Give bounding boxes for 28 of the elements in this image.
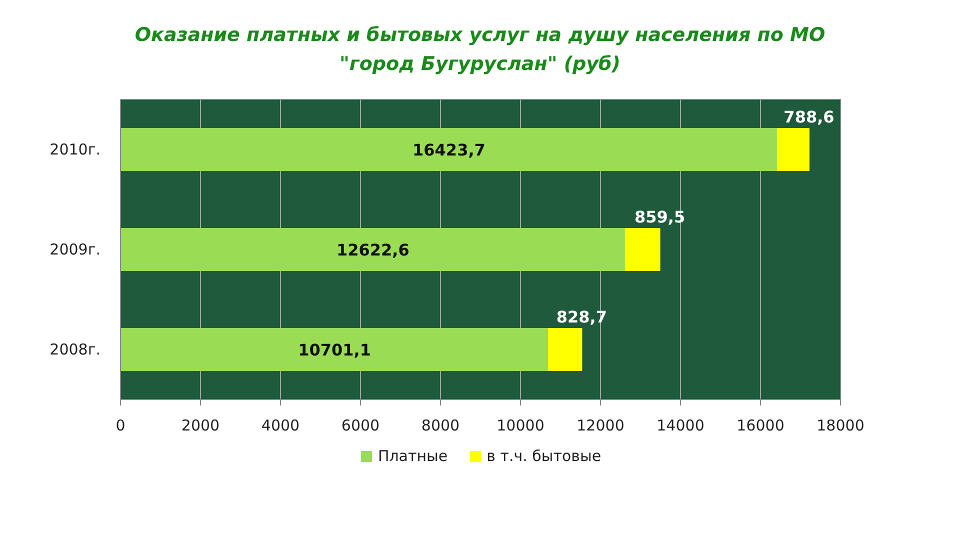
x-tick-label: 4000: [261, 416, 300, 434]
data-label: 12622,6: [336, 240, 410, 260]
data-label: 788,6: [784, 108, 834, 126]
data-label: 10701,1: [298, 340, 371, 360]
data-label: 16423,7: [412, 140, 486, 160]
x-tick-label: 8000: [421, 416, 460, 434]
bar: [120, 128, 778, 171]
data-label: 859,5: [634, 208, 686, 226]
bar: [624, 228, 660, 271]
x-tick-label: 14000: [656, 416, 704, 434]
legend-label: в т.ч. бытовые: [486, 447, 602, 465]
y-tick-label: 2009г.: [50, 240, 101, 258]
bar: [120, 228, 626, 271]
legend-label: Платные: [378, 447, 448, 465]
bar: [548, 328, 582, 371]
x-tick-label: 2000: [181, 416, 220, 434]
x-tick-label: 10000: [496, 416, 544, 434]
bar: [776, 128, 810, 171]
x-tick-label: 6000: [341, 416, 380, 434]
x-tick-label: 0: [116, 416, 126, 434]
chart-title: Оказание платных и бытовых услуг на душу населения по МО "город Бугуруслан" (руб): [134, 23, 826, 76]
x-tick-label: 18000: [816, 416, 864, 434]
x-tick-label: 16000: [736, 416, 784, 434]
data-label: 828,7: [556, 308, 607, 326]
bar: [120, 328, 550, 371]
y-tick-label: 2010г.: [50, 140, 101, 158]
x-tick-label: 12000: [576, 416, 624, 434]
y-tick-label: 2008г.: [50, 340, 101, 358]
